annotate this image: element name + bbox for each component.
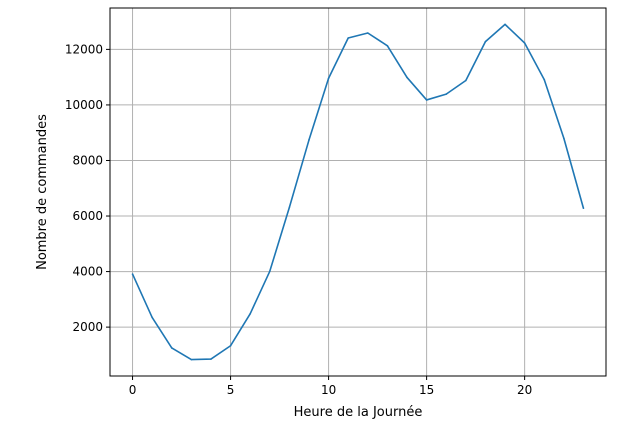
data-point: [504, 23, 506, 26]
x-tick-label: 0: [129, 383, 137, 397]
x-tick-label: 20: [517, 383, 532, 397]
data-point: [347, 37, 349, 39]
data-point: [543, 78, 546, 81]
y-tick-label: 4000: [72, 265, 103, 279]
axis-ticks: 0 5 10 15 20 2000 4000 6000 8000 10000 12000: [65, 42, 532, 397]
x-axis-label: Heure de la Journée: [294, 405, 423, 420]
data-point: [229, 344, 232, 347]
data-point: [151, 316, 153, 319]
data-point: [131, 273, 134, 275]
data-point: [367, 32, 369, 34]
grid-lines: [110, 8, 606, 376]
data-point: [523, 42, 526, 44]
data-point: [288, 206, 291, 209]
y-axis-label: Nombre de commandes: [35, 114, 50, 270]
data-point: [268, 270, 271, 273]
data-point: [249, 312, 251, 315]
x-tick-label: 10: [321, 383, 336, 397]
y-tick-label: 2000: [72, 320, 103, 334]
data-point: [308, 139, 310, 141]
data-point: [465, 79, 467, 82]
data-point: [582, 207, 585, 210]
data-point: [386, 44, 389, 47]
data-point: [327, 77, 330, 80]
x-tick-label: 15: [419, 383, 434, 397]
data-point: [425, 99, 428, 101]
y-tick-label: 8000: [72, 153, 103, 167]
y-tick-label: 12000: [65, 42, 103, 56]
plot-frame: [109, 7, 607, 377]
data-point: [484, 40, 487, 43]
data-point: [563, 137, 565, 140]
data-point: [445, 93, 448, 95]
data-point: [170, 347, 173, 349]
data-point: [190, 358, 193, 361]
series-layer: [131, 23, 585, 361]
series-line: [131, 23, 585, 361]
data-point: [406, 76, 408, 79]
data-point: [210, 358, 212, 360]
y-tick-label: 10000: [65, 98, 103, 112]
x-tick-label: 5: [227, 383, 235, 397]
y-tick-label: 6000: [72, 209, 103, 223]
